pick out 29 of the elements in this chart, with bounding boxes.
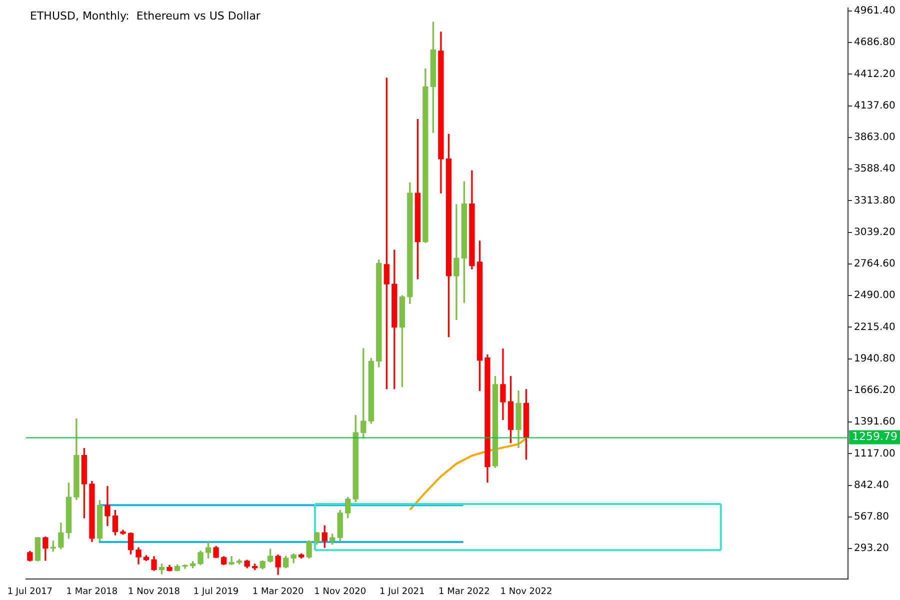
ref-line-label: 1259.79	[852, 430, 898, 444]
y-tick-label: 842.40	[854, 480, 889, 491]
x-tick-label: 1 Nov 2022	[500, 586, 552, 597]
x-tick-label: 1 Jul 2019	[193, 586, 239, 597]
y-tick-label: 2764.60	[854, 258, 896, 270]
y-tick-label: 4412.20	[854, 68, 896, 80]
y-tick-label: 1391.60	[854, 416, 896, 428]
x-tick-label: 1 Jul 2017	[7, 586, 53, 597]
y-tick-label: 1117.00	[854, 448, 896, 460]
y-tick-label: 293.20	[854, 543, 889, 554]
y-tick-label: 2215.40	[854, 322, 896, 333]
x-tick-label: 1 Jul 2021	[380, 586, 425, 597]
y-tick-label: 3313.80	[854, 195, 896, 206]
x-tick-label: 1 Mar 2022	[438, 586, 490, 597]
x-tick-label: 1 Mar 2020	[252, 586, 304, 597]
y-tick-label: 4686.80	[854, 37, 896, 48]
y-tick-label: 4137.60	[854, 100, 896, 112]
x-tick-label: 1 Mar 2018	[66, 586, 118, 597]
y-tick-label: 3863.00	[854, 132, 896, 144]
chart-title: ETHUSD, Monthly: Ethereum vs US Dollar	[30, 9, 261, 22]
y-tick-label: 567.80	[854, 512, 889, 523]
y-tick-label: 1940.80	[854, 353, 896, 364]
x-tick-label: 1 Nov 2020	[314, 586, 366, 597]
y-tick-label: 2490.00	[854, 290, 896, 302]
x-tick-label: 1 Nov 2018	[128, 586, 180, 597]
y-tick-label: 3039.20	[854, 226, 896, 238]
y-tick-label: 3588.40	[854, 164, 896, 175]
y-tick-label: 4961.40	[854, 6, 896, 17]
y-tick-label: 1666.20	[854, 385, 896, 396]
